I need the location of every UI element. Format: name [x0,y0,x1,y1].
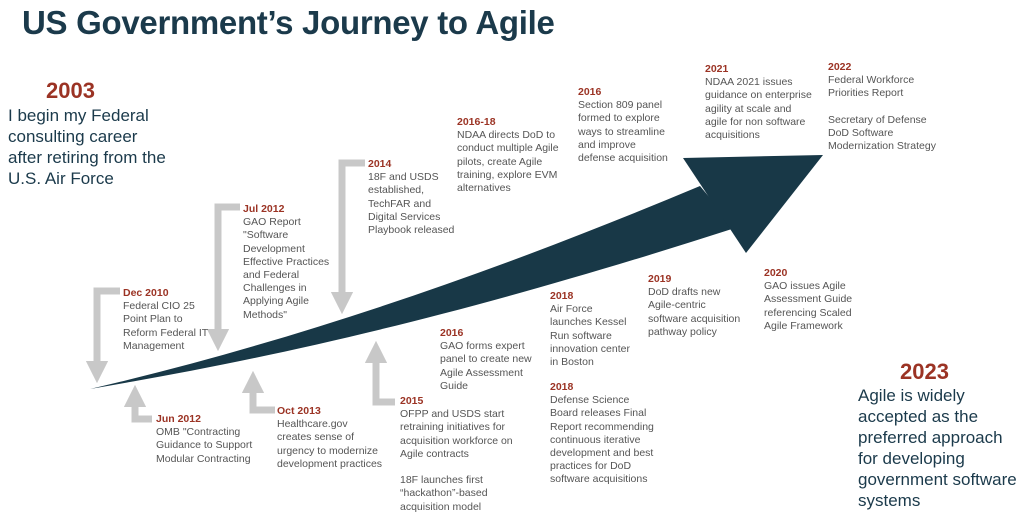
event-2020: 2020 GAO issues Agile Assessment Guide re… [764,267,852,333]
event-text: Defense Science Board releases Final Rep… [550,394,654,486]
event-year: 2018 [550,381,574,393]
event-year: 2018 [550,290,574,302]
event-text: OMB "Contracting Guidance to Support Mod… [156,426,253,465]
event-text: Federal Workforce Priorities Report Secr… [828,74,936,153]
event-year: 2016 [578,86,602,98]
event-year: Jun 2012 [156,413,201,425]
event-2018-kessel-run: 2018 Air Force launches Kessel Run softwa… [550,290,630,369]
event-year: 2020 [764,267,788,279]
event-year: 2015 [400,395,424,407]
event-2018-dsb: 2018 Defense Science Board releases Final… [550,381,654,487]
connector-dec-2010 [85,287,120,384]
event-year: 2019 [648,273,672,285]
event-2016-section-809: 2016 Section 809 panel formed to explore … [578,86,668,165]
connector-2015 [364,340,395,406]
page-title: US Government’s Journey to Agile [22,4,555,41]
event-oct-2013: Oct 2013 Healthcare.gov creates sense of … [277,405,382,471]
start-text: I begin my Federal consulting career aft… [8,106,166,188]
event-year: Jul 2012 [243,203,285,215]
event-2021: 2021 NDAA 2021 issues guidance on enterpr… [705,63,812,142]
event-text: GAO forms expert panel to create new Agi… [440,340,532,392]
event-2016-18: 2016-18 NDAA directs DoD to conduct multi… [457,116,559,195]
event-text: 18F and USDS established, TechFAR and Di… [368,171,455,237]
event-year: Oct 2013 [277,405,321,417]
connector-jul-2012 [206,203,240,352]
event-2016-gao: 2016 GAO forms expert panel to create new… [440,327,532,393]
event-2015: 2015 OFPP and USDS start retraining initi… [400,395,513,514]
event-text: GAO issues Agile Assessment Guide refere… [764,280,853,332]
event-text: Healthcare.gov creates sense of urgency … [277,418,383,470]
event-dec-2010: Dec 2010 Federal CIO 25 Point Plan to Ref… [123,287,208,353]
end-text: Agile is widely accepted as the preferre… [858,386,1017,510]
connector-jun-2012 [123,384,152,423]
event-2014: 2014 18F and USDS established, TechFAR an… [368,158,454,237]
event-text: Federal CIO 25 Point Plan to Reform Fede… [123,300,209,352]
start-year: 2003 [46,78,95,103]
event-jul-2012: Jul 2012 GAO Report "Software Development… [243,203,329,322]
event-2019: 2019 DoD drafts new Agile-centric softwar… [648,273,740,339]
event-text: NDAA 2021 issues guidance on enterprise … [705,76,812,142]
event-year: Dec 2010 [123,287,169,299]
growth-arrow-head [683,155,823,253]
growth-arrow-shaft [90,186,735,389]
event-text: Air Force launches Kessel Run software i… [550,303,630,369]
event-text: OFPP and USDS start retraining initiativ… [400,408,513,513]
event-text: Section 809 panel formed to explore ways… [578,99,668,165]
event-text: NDAA directs DoD to conduct multiple Agi… [457,129,559,195]
event-year: 2022 [828,61,852,73]
event-text: GAO Report "Software Development Effecti… [243,216,330,321]
event-year: 2016 [440,327,464,339]
connector-2014 [330,159,365,315]
event-text: DoD drafts new Agile-centric software ac… [648,286,741,338]
event-jun-2012: Jun 2012 OMB "Contracting Guidance to Sup… [156,413,252,466]
event-year: 2016-18 [457,116,496,128]
event-year: 2021 [705,63,729,75]
connector-oct-2013 [241,370,275,414]
event-2022: 2022 Federal Workforce Priorities Report … [828,61,936,153]
event-year: 2014 [368,158,392,170]
end-year: 2023 [900,359,949,384]
